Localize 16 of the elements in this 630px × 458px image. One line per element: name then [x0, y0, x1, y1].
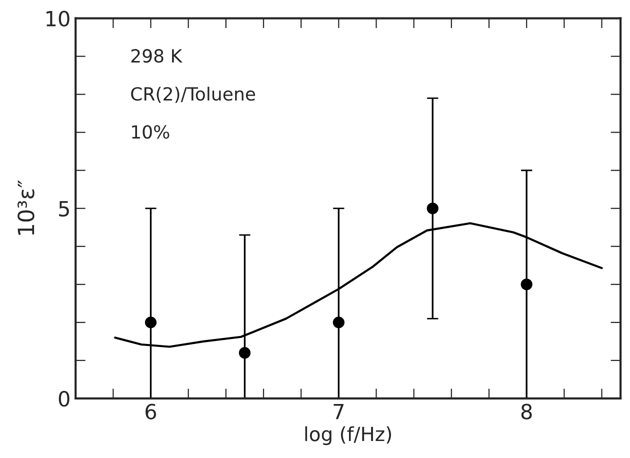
x-tick-label: 8 — [521, 404, 532, 420]
annotation: 10% — [132, 125, 170, 139]
y-tick-label: 10 — [46, 10, 70, 27]
point — [144, 316, 157, 328]
x-tick-label: 7 — [334, 404, 344, 420]
y-tick-label: 0 — [58, 390, 70, 407]
point — [426, 202, 438, 214]
x-axis-title: log (f/Hz) — [305, 426, 392, 446]
point — [520, 278, 532, 290]
y-axis-title: 10³ε″ — [18, 180, 34, 235]
y-tick-label: 5 — [59, 201, 69, 217]
x-tick-label: 6 — [146, 404, 156, 420]
point — [332, 316, 344, 328]
annotation: CR(2)/Toluene — [131, 86, 256, 103]
annotation: 298 K — [131, 49, 183, 63]
point — [238, 347, 251, 359]
